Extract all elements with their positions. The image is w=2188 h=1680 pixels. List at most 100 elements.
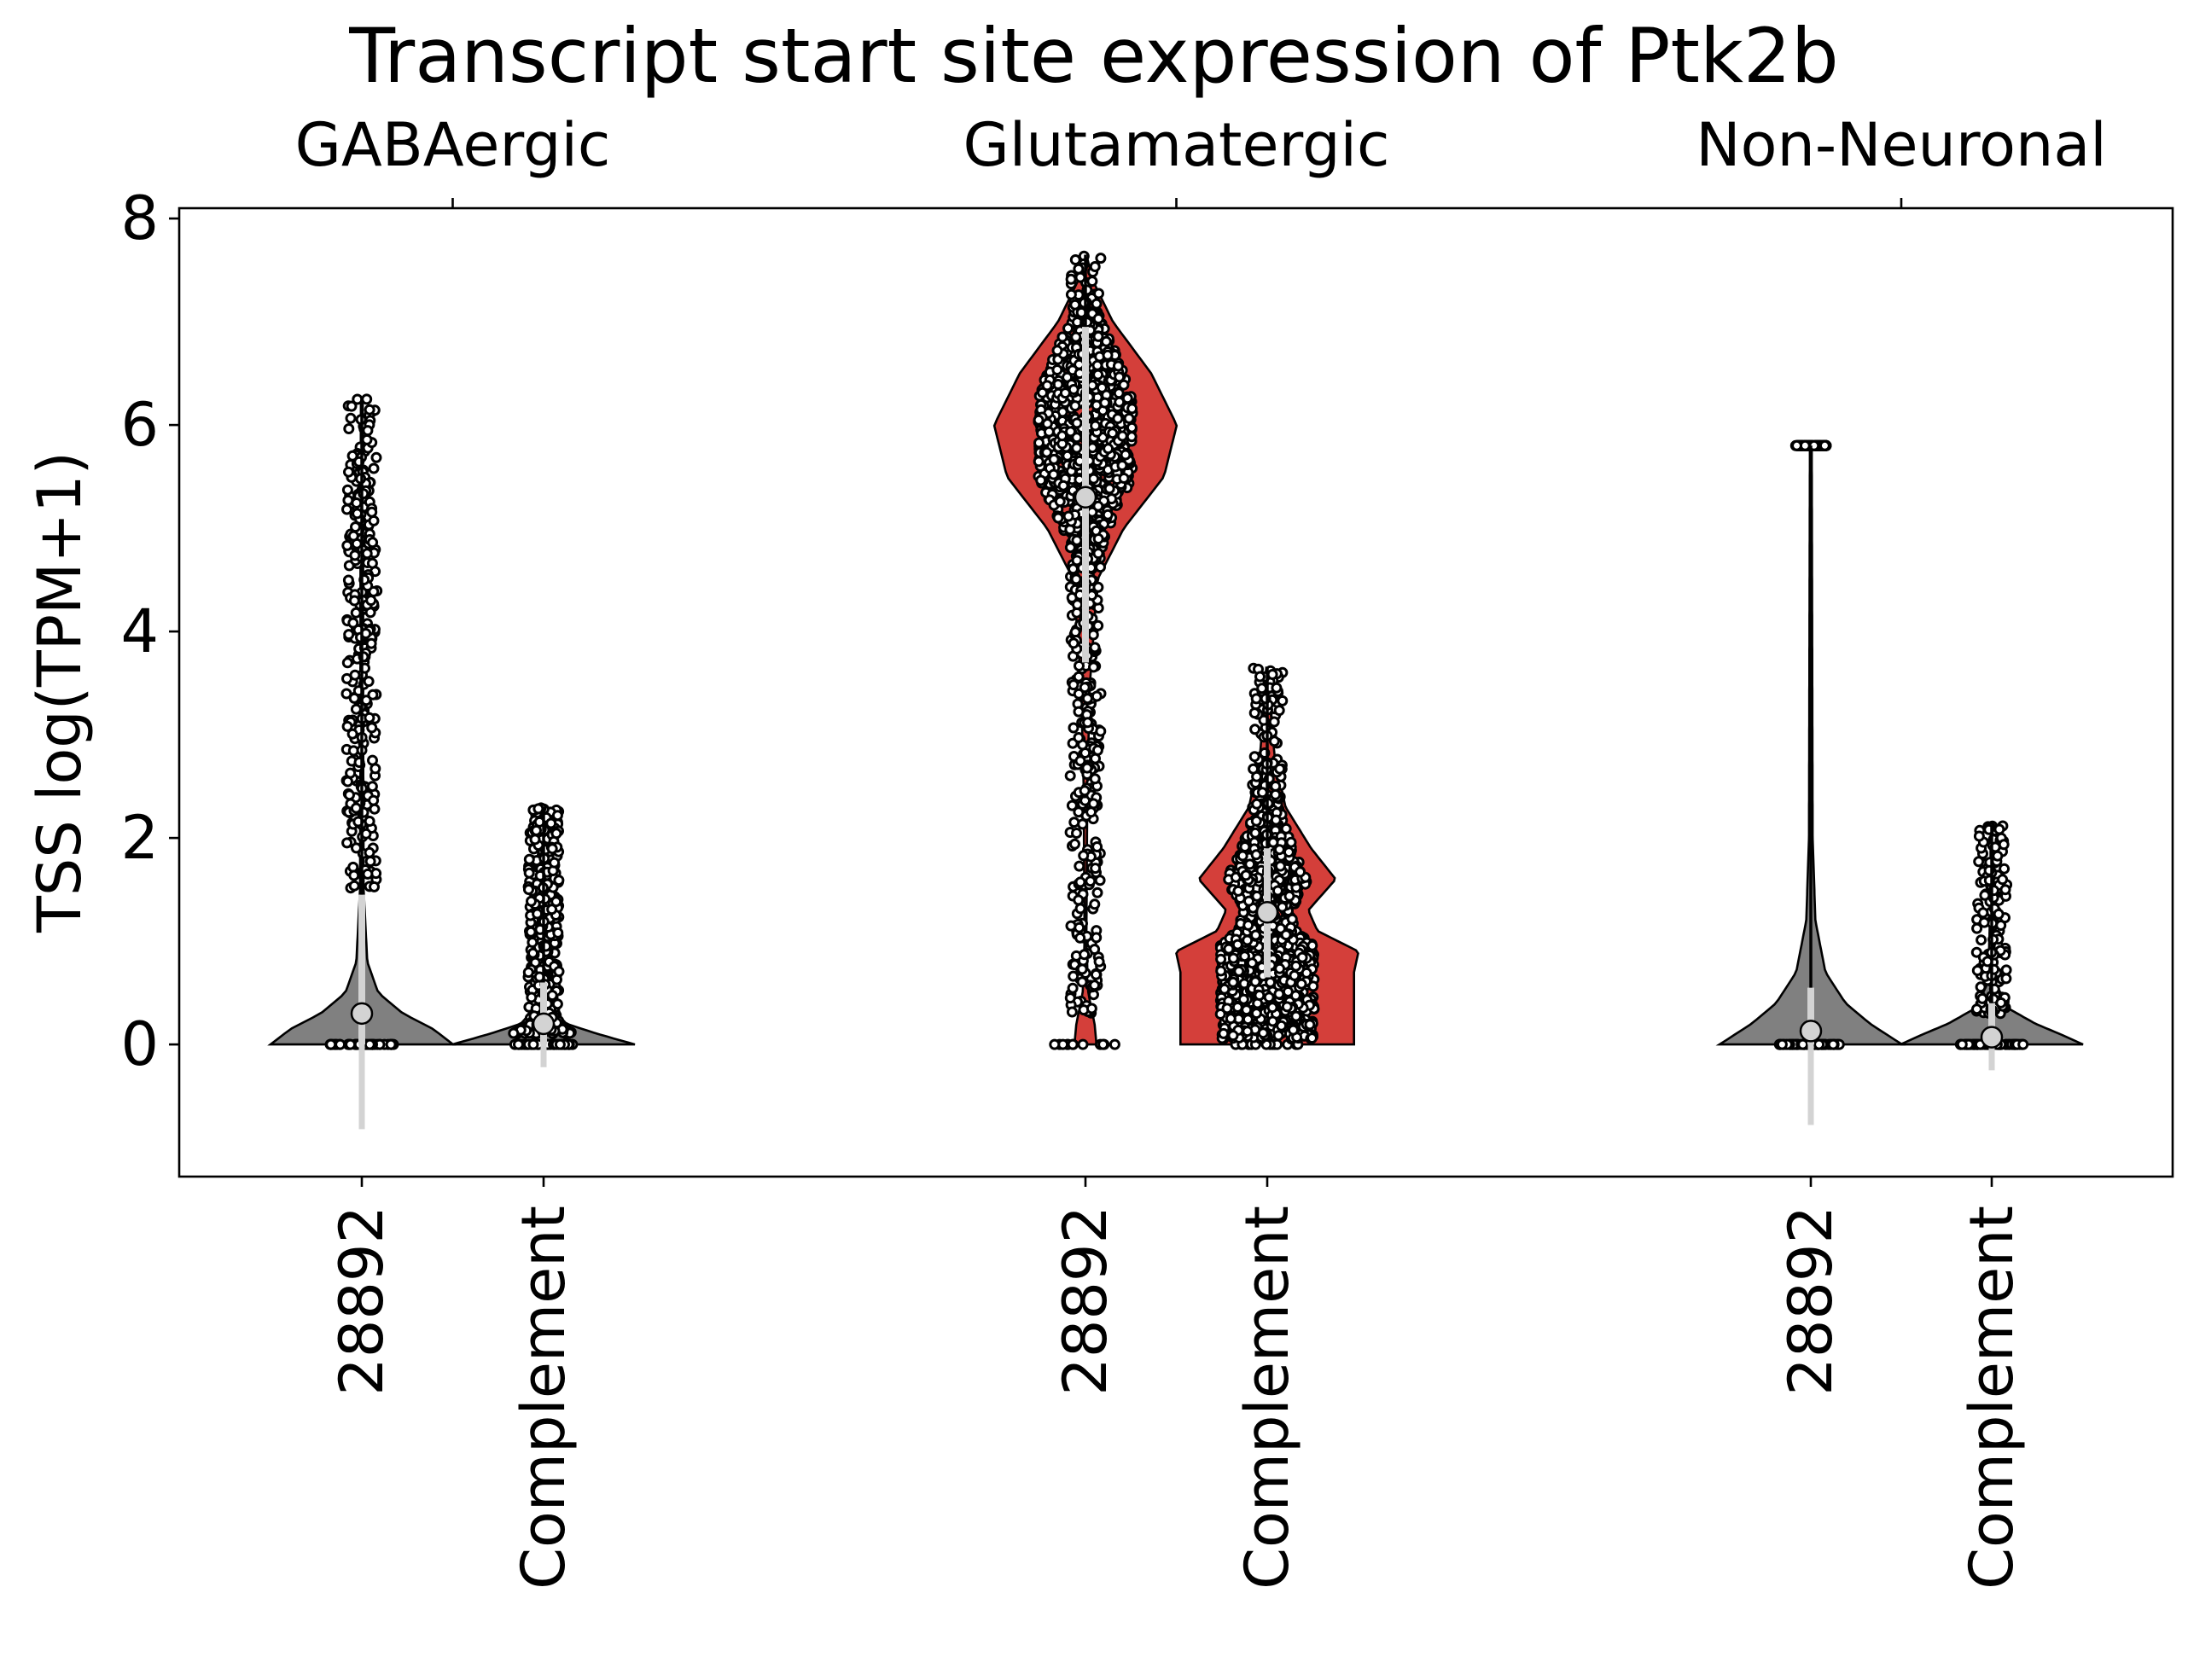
data-point (1274, 860, 1286, 872)
median-marker (1980, 1026, 2004, 1049)
data-point (1223, 943, 1235, 955)
data-point (335, 1038, 346, 1050)
data-point (1074, 876, 1086, 888)
data-point (1073, 732, 1085, 743)
data-point (1069, 254, 1081, 265)
data-point (1079, 949, 1091, 961)
data-point (361, 433, 373, 445)
data-point (350, 703, 362, 715)
data-point (527, 1038, 539, 1050)
median-marker (532, 1012, 556, 1036)
data-point (1077, 1038, 1089, 1050)
data-point (1248, 763, 1260, 775)
data-point (1090, 753, 1101, 764)
data-point (1813, 1038, 1825, 1050)
data-point (1079, 682, 1091, 694)
data-point (1092, 313, 1104, 324)
data-point (1971, 1003, 1982, 1015)
data-point (1089, 642, 1101, 654)
data-point (345, 412, 357, 424)
data-point (1043, 426, 1055, 438)
data-point (1068, 817, 1080, 828)
data-point (350, 521, 361, 533)
data-point (364, 846, 375, 858)
data-point (1085, 875, 1097, 887)
data-point (1237, 850, 1248, 862)
y-tick-label: 4 (120, 596, 159, 666)
data-point (1295, 978, 1307, 990)
data-point (1126, 403, 1138, 415)
data-point (1091, 298, 1103, 310)
data-point (1248, 707, 1260, 719)
data-point (1073, 894, 1085, 906)
data-point (340, 688, 352, 700)
data-point (1086, 380, 1098, 392)
data-point (551, 998, 563, 1010)
data-point (1057, 480, 1069, 491)
data-point (531, 824, 542, 836)
data-point (1975, 981, 1987, 993)
data-point (1087, 798, 1099, 810)
data-point (1091, 841, 1103, 852)
data-point (1052, 512, 1064, 524)
data-point (346, 728, 358, 740)
data-point (1071, 534, 1083, 546)
data-point (364, 712, 375, 724)
data-point (1094, 875, 1106, 887)
data-point (1239, 841, 1251, 852)
data-point (369, 803, 381, 815)
data-point (350, 802, 362, 814)
data-point (2017, 1038, 2029, 1050)
data-point (1033, 414, 1045, 426)
data-point (1231, 939, 1243, 950)
data-point (1090, 420, 1102, 432)
data-point (526, 991, 538, 1003)
data-point (1056, 430, 1068, 442)
data-point (1093, 956, 1105, 968)
data-point (553, 966, 565, 978)
data-point (1074, 271, 1086, 283)
data-point (1068, 637, 1079, 649)
data-point (1114, 396, 1126, 408)
data-point (1081, 693, 1093, 705)
data-point (1081, 762, 1093, 774)
data-point (1103, 443, 1114, 455)
data-point (1277, 695, 1289, 706)
data-point (1126, 431, 1138, 443)
data-point (1116, 460, 1128, 471)
data-point (325, 1038, 337, 1050)
data-point (1997, 874, 2009, 886)
data-point (1088, 661, 1099, 673)
data-point (553, 875, 565, 887)
data-point (1250, 693, 1262, 705)
data-point (1102, 509, 1114, 520)
data-point (1112, 413, 1124, 424)
data-point (525, 926, 537, 938)
data-point (347, 530, 359, 542)
data-point (546, 990, 558, 1002)
data-point (1095, 561, 1106, 573)
data-point (1249, 724, 1261, 735)
data-point (1089, 898, 1101, 910)
data-point (527, 937, 538, 948)
y-axis: 0 2 4 6 8 (120, 183, 179, 1079)
data-point (341, 657, 353, 669)
data-point (350, 607, 362, 619)
data-point (1070, 331, 1082, 343)
data-points (324, 250, 2029, 1050)
data-point (527, 947, 538, 959)
chart-title: Transcript start site expression of Ptk2… (348, 12, 1839, 100)
data-point (1818, 439, 1830, 451)
data-point (2000, 973, 2012, 985)
data-point (545, 817, 557, 829)
data-point (1301, 967, 1312, 979)
data-point (348, 880, 360, 892)
data-point (366, 722, 378, 734)
data-point (1033, 437, 1045, 449)
data-point (1995, 997, 2007, 1009)
data-point (546, 843, 558, 855)
data-point (1103, 483, 1115, 495)
data-point (1068, 722, 1079, 734)
data-point (513, 1038, 524, 1050)
data-point (1232, 885, 1244, 897)
